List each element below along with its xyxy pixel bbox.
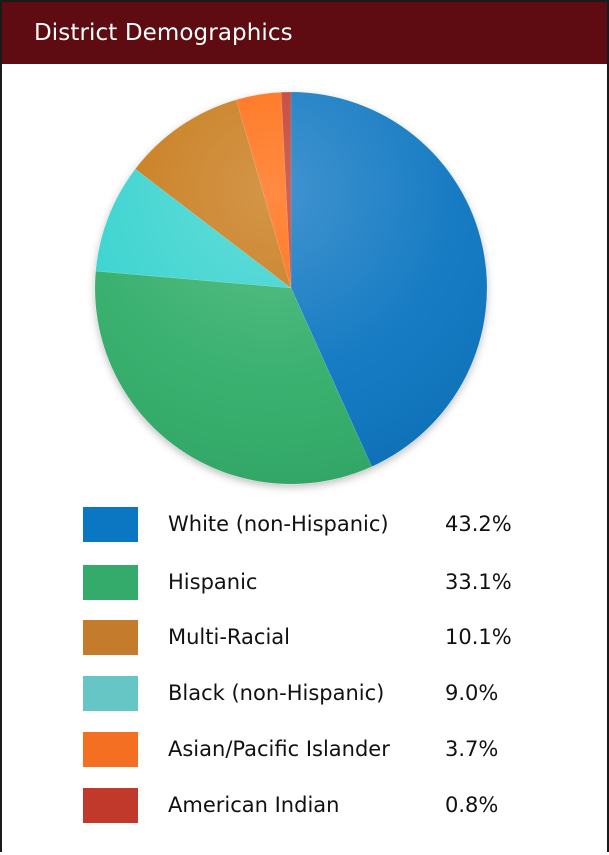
legend-value: 0.8% (445, 793, 499, 817)
legend-item: Asian/Pacific Islander 3.7% (2, 732, 609, 782)
legend-swatch (83, 620, 138, 655)
legend-swatch (83, 788, 138, 823)
legend-swatch (83, 565, 138, 600)
legend-label: Black (non-Hispanic) (168, 681, 385, 705)
card-header: District Demographics (2, 2, 607, 64)
legend-value: 10.1% (445, 625, 512, 649)
legend-item: Multi-Racial 10.1% (2, 620, 609, 670)
legend-value: 43.2% (445, 512, 512, 536)
legend-swatch (83, 732, 138, 767)
legend-value: 9.0% (445, 681, 499, 705)
legend-label: Hispanic (168, 570, 258, 594)
legend-label: American Indian (168, 793, 340, 817)
legend-value: 3.7% (445, 737, 499, 761)
legend-item: Black (non-Hispanic) 9.0% (2, 676, 609, 726)
legend-item: Hispanic 33.1% (2, 565, 609, 615)
legend-label: Asian/Pacific Islander (168, 737, 390, 761)
legend-label: White (non-Hispanic) (168, 512, 389, 536)
legend-label: Multi-Racial (168, 625, 290, 649)
card-title: District Demographics (34, 20, 293, 46)
legend-item: American Indian 0.8% (2, 788, 609, 838)
legend-item: White (non-Hispanic) 43.2% (2, 507, 609, 557)
legend-swatch (83, 507, 138, 542)
pie-gloss (95, 92, 487, 484)
legend-value: 33.1% (445, 570, 512, 594)
legend-swatch (83, 676, 138, 711)
